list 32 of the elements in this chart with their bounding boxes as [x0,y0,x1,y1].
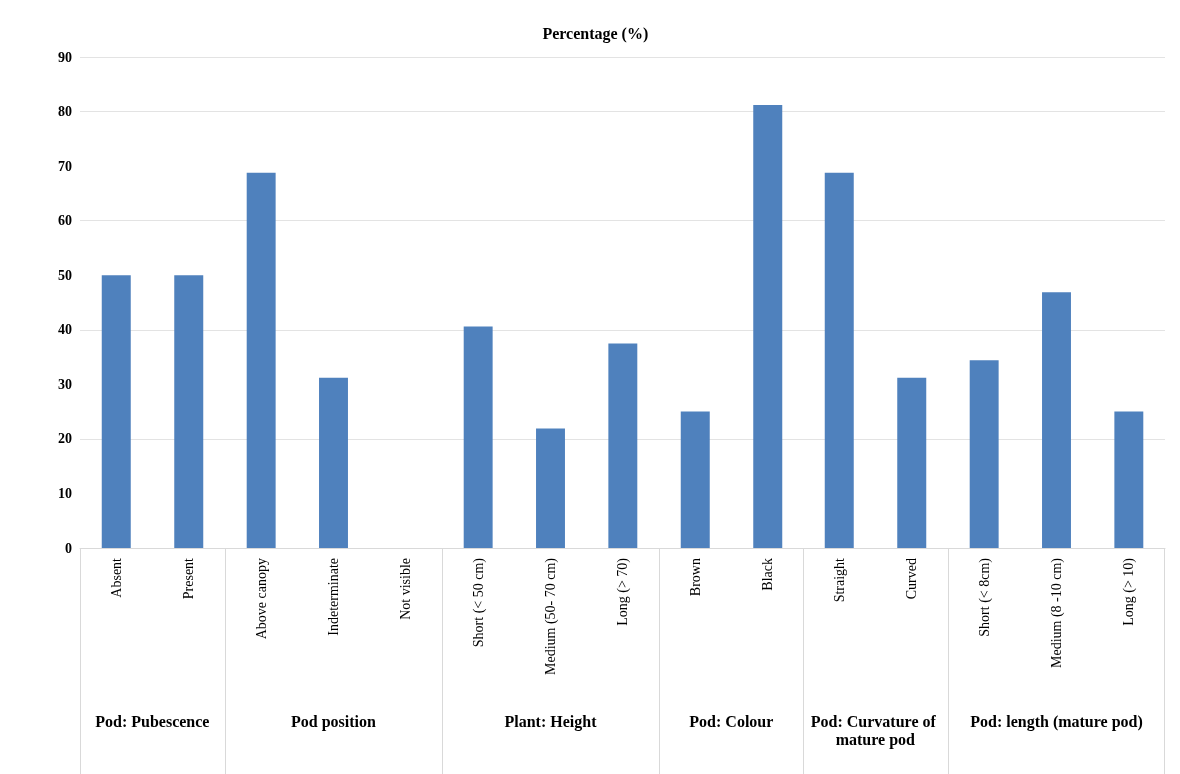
x-axis-title: Pod: Curvature of mature pod [811,712,941,749]
x-tick-label: Long (> 70) [614,557,631,626]
x-tick-label: Medium (50- 70 cm) [542,557,559,676]
x-axis-title: Plant: Height [504,712,597,731]
y-tick-label: 50 [58,267,72,283]
x-tick-label: Short (< 8cm) [976,557,993,637]
x-tick-label: Straight [832,557,848,603]
chart-title: Percentage (%) [542,24,648,43]
x-axis-title: Pod: Colour [688,712,773,730]
y-tick-label: 80 [58,104,72,120]
y-tick-label: 0 [65,540,72,556]
x-tick-label: Curved [904,558,920,600]
x-tick-label: Absent [108,557,124,598]
x-tick-label: Present [181,557,197,600]
y-tick-label: 10 [58,485,72,501]
x-tick-label: Black [759,558,775,591]
x-tick-label: Long (> 10) [1121,557,1138,626]
y-tick-label: 20 [58,431,72,447]
y-tick-label: 30 [58,376,72,392]
x-axis-title: Pod position [290,712,376,731]
x-axis-title: Pod: Pubescence [95,712,210,730]
x-tick-label: Indeterminate [325,558,341,636]
x-tick-label: Brown [687,558,703,597]
y-tick-label: 40 [58,322,72,338]
x-tick-label: Short (< 50 cm) [470,557,487,648]
x-tick-label: Medium (8 -10 cm) [1049,557,1065,669]
y-tick-label: 90 [58,49,72,65]
x-tick-label: Above canopy [253,558,269,640]
y-tick-label: 70 [58,158,72,174]
y-tick-label: 60 [58,213,72,229]
x-axis-title: Pod: length (mature pod) [970,712,1143,731]
x-tick-label: Not visible [397,558,413,620]
